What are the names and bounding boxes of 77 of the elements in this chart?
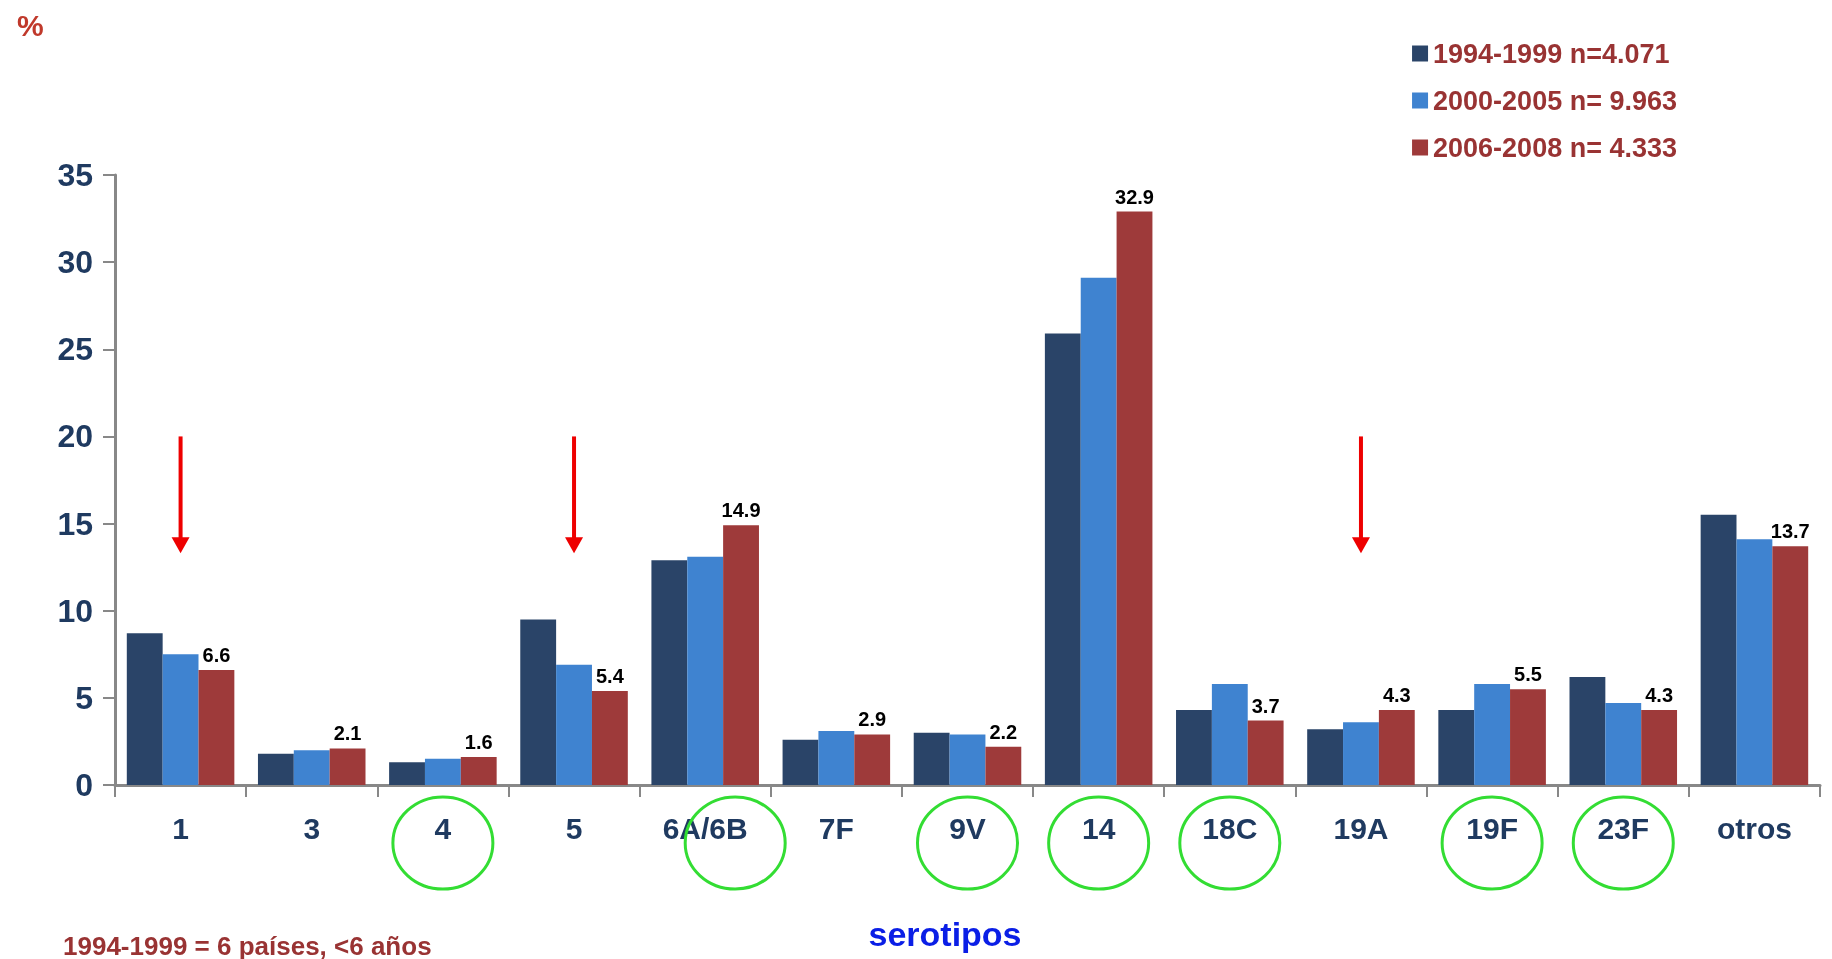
bar — [126, 633, 163, 785]
bar — [329, 748, 366, 785]
bar — [162, 654, 199, 785]
y-tick-label: 20 — [57, 418, 93, 455]
y-tick-label: 30 — [57, 244, 93, 281]
bar — [1080, 277, 1117, 785]
legend-label: 2000-2005 n= 9.963 — [1433, 85, 1677, 116]
x-tick-label: 14 — [1081, 811, 1116, 845]
bar — [1343, 722, 1379, 785]
x-tick-label: 7F — [818, 811, 854, 845]
x-tick-label: 19F — [1466, 811, 1518, 845]
y-tick-label: 35 — [57, 157, 93, 193]
bar — [949, 734, 986, 785]
bar — [257, 753, 294, 785]
data-label: 5.4 — [595, 664, 625, 687]
bar — [293, 750, 330, 785]
data-label: 6.6 — [202, 643, 231, 666]
bar — [687, 556, 724, 785]
bar — [1176, 710, 1212, 785]
bar — [723, 525, 759, 785]
bar — [460, 757, 497, 785]
bar — [1700, 514, 1737, 785]
x-tick-label: 23F — [1597, 811, 1650, 845]
x-tick-label: 3 — [303, 811, 321, 845]
x-tick-label: 1 — [172, 811, 189, 845]
bar — [1307, 729, 1344, 785]
bar — [985, 746, 1022, 785]
data-label: 3.7 — [1251, 694, 1280, 717]
x-tick-label: 4 — [434, 811, 452, 845]
bar — [556, 664, 592, 785]
bar — [1438, 710, 1475, 785]
legend-label: 1994-1999 n=4.071 — [1433, 38, 1670, 69]
bar — [913, 732, 950, 785]
x-tick-label: 18C — [1202, 811, 1258, 845]
data-label: 2.2 — [989, 720, 1018, 743]
y-tick-label: 5 — [75, 679, 93, 716]
bar — [1772, 546, 1809, 785]
data-label: 4.3 — [1382, 684, 1411, 707]
legend-label: 2006-2008 n= 4.333 — [1433, 132, 1677, 163]
data-label: 5.5 — [1514, 663, 1542, 686]
data-label: 32.9 — [1115, 185, 1154, 208]
bar — [651, 560, 688, 785]
bar — [1247, 720, 1284, 785]
x-tick-label: otros — [1716, 811, 1792, 845]
y-tick-label: 15 — [57, 505, 93, 542]
bar — [782, 739, 819, 785]
bar — [1641, 710, 1678, 785]
y-axis-title: % — [17, 8, 44, 42]
data-label: 2.9 — [858, 708, 887, 731]
bar — [818, 730, 855, 785]
x-axis-title: serotipos — [868, 915, 1022, 953]
bar — [1569, 676, 1606, 785]
data-label: 2.1 — [333, 722, 362, 745]
x-tick-label: 5 — [565, 811, 583, 845]
x-tick-label: 19A — [1333, 811, 1389, 845]
x-tick-label: 9V — [949, 811, 986, 845]
bar — [1378, 710, 1415, 785]
y-tick-label: 10 — [57, 592, 93, 629]
bar — [1211, 683, 1248, 785]
bar — [389, 762, 425, 785]
bar — [591, 690, 628, 785]
bar — [1474, 683, 1511, 785]
data-label: 14.9 — [721, 499, 761, 522]
data-label: 4.3 — [1645, 684, 1674, 707]
bar — [1116, 211, 1153, 785]
bar — [1510, 689, 1546, 785]
bar — [1736, 539, 1773, 785]
y-tick-label: 25 — [57, 331, 93, 368]
bar — [1044, 333, 1081, 785]
bar — [198, 669, 235, 785]
bar — [424, 758, 461, 785]
bar — [520, 619, 557, 785]
bar — [1605, 703, 1642, 785]
bar — [854, 734, 891, 785]
y-tick-label: 0 — [75, 767, 93, 803]
data-label: 13.7 — [1770, 520, 1810, 543]
data-label: 1.6 — [464, 731, 493, 754]
